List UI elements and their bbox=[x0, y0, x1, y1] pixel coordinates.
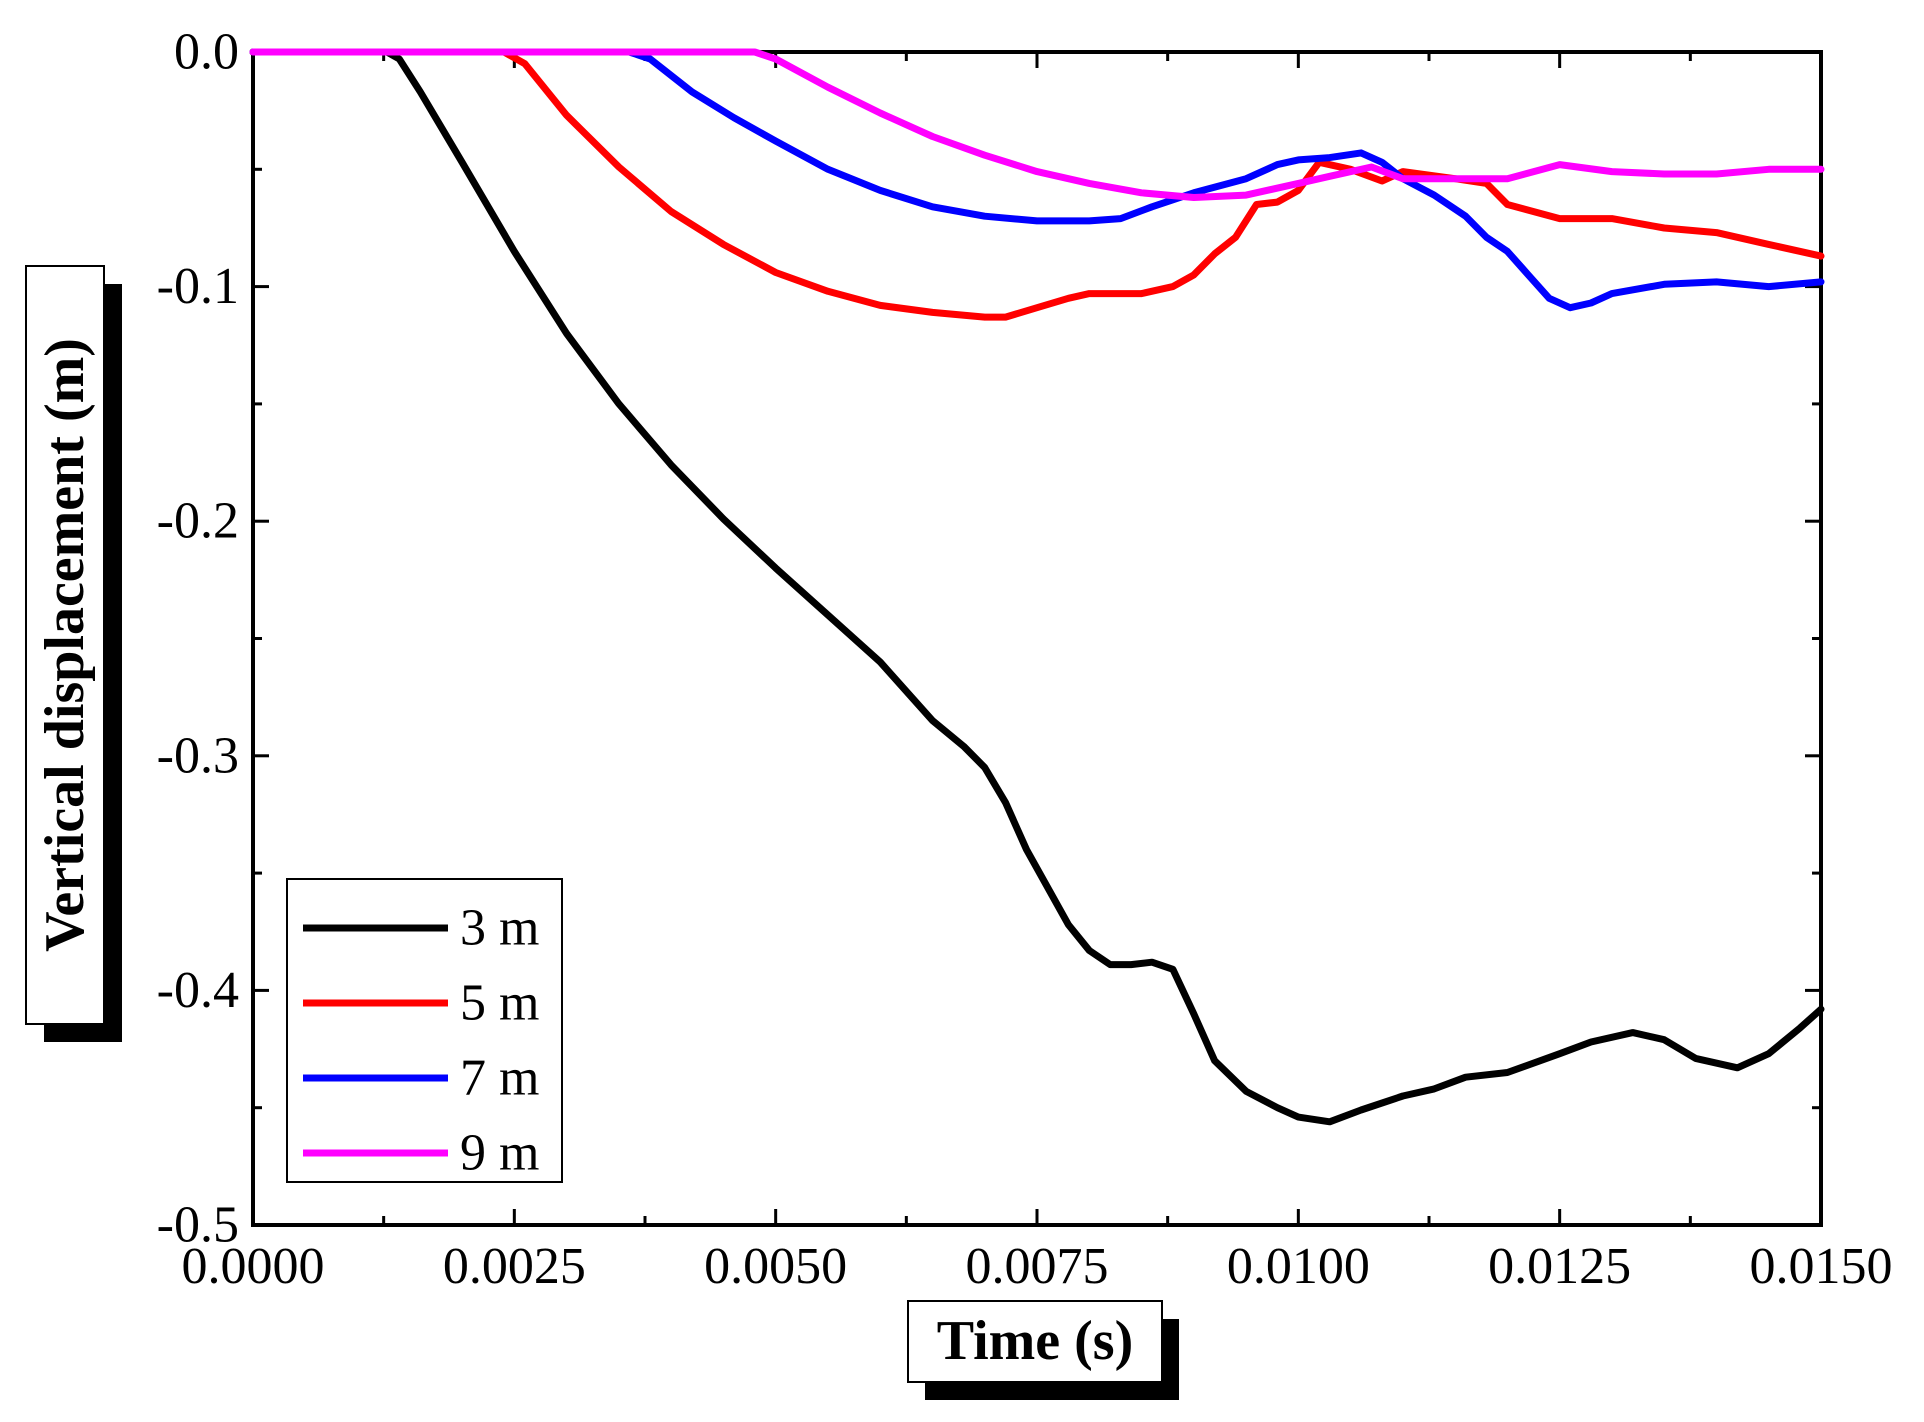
x-axis-ticks: 0.0000 0.0025 0.0050 0.0075 0.0100 0.0125 0.01… bbox=[182, 52, 1893, 1295]
series-line-5-m bbox=[249, 48, 1825, 321]
y-axis-title: Vertical displacement (m) bbox=[34, 338, 96, 952]
x-tick-label: 0.0075 bbox=[966, 1238, 1109, 1295]
legend-label-3-m: 3 m bbox=[460, 900, 539, 957]
y-axis-title-box bbox=[25, 265, 105, 1025]
x-tick-label: 0.0000 bbox=[182, 1238, 325, 1295]
y-axis-ticks: 0.0 -0.1 -0.2 -0.3 -0.4 -0.5 bbox=[157, 24, 1821, 1254]
y-axis-title-group: Vertical displacement (m) bbox=[25, 265, 122, 1042]
x-axis-title-box bbox=[907, 1300, 1163, 1383]
legend: 3 m 5 m 7 m 9 m bbox=[286, 878, 563, 1183]
x-tick-label: 0.0125 bbox=[1488, 1238, 1631, 1295]
y-tick-label: -0.2 bbox=[157, 493, 239, 550]
y-tick-label: -0.4 bbox=[157, 962, 239, 1019]
legend-label-9-m: 9 m bbox=[460, 1125, 539, 1182]
series-line-7-m bbox=[249, 48, 1825, 312]
x-tick-label: 0.0150 bbox=[1750, 1238, 1893, 1295]
y-tick-label: -0.1 bbox=[157, 258, 239, 315]
series-line-9-m bbox=[249, 48, 1825, 201]
y-tick-label: -0.5 bbox=[157, 1197, 239, 1254]
x-tick-label: 0.0025 bbox=[443, 1238, 586, 1295]
legend-label-7-m: 7 m bbox=[460, 1050, 539, 1107]
x-axis-title-group: Time (s) bbox=[907, 1300, 1179, 1400]
y-tick-label: -0.3 bbox=[157, 727, 239, 784]
y-tick-label: 0.0 bbox=[174, 24, 239, 81]
legend-label-5-m: 5 m bbox=[460, 975, 539, 1032]
x-tick-label: 0.0050 bbox=[704, 1238, 847, 1295]
x-axis-title: Time (s) bbox=[937, 1310, 1134, 1372]
series-layer bbox=[249, 48, 1825, 1126]
series-line-3-m bbox=[249, 48, 1825, 1126]
x-tick-label: 0.0100 bbox=[1227, 1238, 1370, 1295]
